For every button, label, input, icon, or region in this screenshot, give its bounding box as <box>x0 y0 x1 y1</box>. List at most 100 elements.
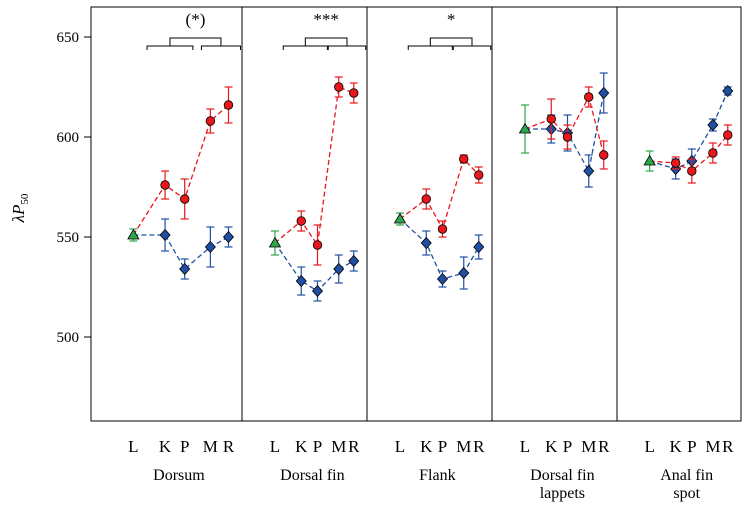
bracket-top <box>169 37 222 46</box>
point-blue <box>722 84 734 98</box>
point-blue <box>179 262 191 276</box>
point-blue <box>598 86 610 100</box>
x-tick-label: L <box>644 437 654 456</box>
point-red <box>723 130 733 140</box>
point-l <box>127 228 140 240</box>
bracket-right <box>327 45 367 50</box>
x-tick-label: K <box>545 437 558 456</box>
x-tick-label: L <box>270 437 280 456</box>
x-tick-label: R <box>598 437 610 456</box>
point-blue <box>311 284 324 298</box>
point-l <box>393 212 407 224</box>
x-tick-label: R <box>473 437 485 456</box>
y-tick-label: 500 <box>57 330 80 346</box>
y-axis-label-text: λP50 <box>9 193 31 223</box>
significance-label: * <box>447 10 456 29</box>
point-red <box>584 92 594 102</box>
point-blue <box>222 230 235 244</box>
bracket-right <box>452 45 492 50</box>
significance-bracket <box>146 37 241 50</box>
x-tick-label: P <box>438 437 447 456</box>
point-red <box>349 88 359 98</box>
point-blue <box>204 240 216 254</box>
series-line-red <box>399 157 480 231</box>
point-blue <box>348 254 360 268</box>
series-line-red <box>132 104 229 236</box>
bracket-right <box>200 45 241 50</box>
bracket-left <box>407 45 453 50</box>
x-tick-label: P <box>180 437 189 456</box>
y-tick-label: 550 <box>57 230 80 246</box>
bracket-top <box>304 37 348 46</box>
y-axis-label: λP50 <box>9 193 31 223</box>
point-red <box>459 154 469 164</box>
panel: L K P M R Flank * <box>366 6 493 484</box>
x-tick-label: M <box>581 437 596 456</box>
panel-label: Flank <box>419 467 455 484</box>
x-tick-label: K <box>670 437 683 456</box>
point-blue <box>159 228 171 242</box>
x-tick-label: M <box>705 437 720 456</box>
x-tick-label: M <box>203 437 218 456</box>
point-blue <box>333 262 345 276</box>
panel-label: Dorsal fin <box>530 467 594 484</box>
panel-frame <box>90 6 243 422</box>
panel-label: Anal fin <box>660 467 713 484</box>
x-tick-label: K <box>295 437 308 456</box>
panel-label: lappets <box>540 485 585 502</box>
x-tick-label: L <box>395 437 405 456</box>
significance-label: *** <box>313 10 339 29</box>
point-red <box>205 116 216 126</box>
x-tick-label: M <box>331 437 346 456</box>
point-blue <box>420 236 432 250</box>
bracket-left <box>282 45 328 50</box>
point-red <box>599 150 609 160</box>
point-l <box>518 122 532 134</box>
series-line-red <box>274 86 354 247</box>
point-l <box>643 154 656 166</box>
x-tick-label: K <box>420 437 433 456</box>
point-blue <box>473 240 485 254</box>
panel-label: spot <box>673 485 700 502</box>
bracket-left <box>146 45 194 50</box>
point-red <box>223 100 234 110</box>
y-axis-label-subscript: 50 <box>19 193 31 205</box>
point-red <box>437 224 448 234</box>
point-blue <box>583 164 595 178</box>
y-axis: 500 550 600 650 <box>57 30 91 346</box>
point-red <box>312 240 323 250</box>
point-blue <box>436 272 449 286</box>
x-tick-label: R <box>348 437 360 456</box>
bracket-top <box>429 37 473 46</box>
point-red <box>160 180 170 190</box>
x-tick-label: P <box>563 437 572 456</box>
series-line-blue <box>133 234 229 271</box>
significance-label: (*) <box>186 10 206 29</box>
panel-frame <box>616 6 742 422</box>
panel-label: Dorsal fin <box>280 467 344 484</box>
x-tick-label: R <box>722 437 734 456</box>
point-red <box>474 170 484 180</box>
series-line-red <box>524 95 605 156</box>
y-tick-label: 650 <box>57 30 80 46</box>
point-red <box>670 158 681 168</box>
significance-bracket <box>282 37 367 50</box>
point-red <box>708 148 718 158</box>
x-tick-label: L <box>128 437 138 456</box>
panel-frame <box>366 6 493 422</box>
point-blue <box>707 118 719 132</box>
point-red <box>546 114 556 124</box>
panel-frame <box>241 6 368 422</box>
point-red <box>334 82 344 92</box>
x-tick-label: P <box>687 437 696 456</box>
point-blue <box>295 274 307 288</box>
point-blue <box>458 266 470 280</box>
panel: L K P M R Dorsum (*) <box>90 6 243 484</box>
y-tick-label: 600 <box>57 130 80 146</box>
x-tick-label: R <box>223 437 235 456</box>
